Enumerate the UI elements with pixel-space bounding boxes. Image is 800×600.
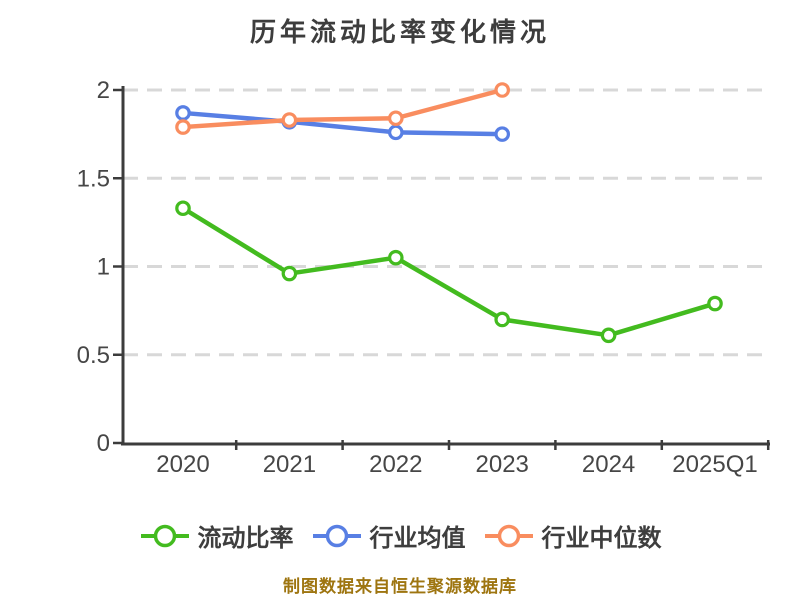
data-source-note: 制图数据来自恒生聚源数据库: [283, 577, 517, 596]
legend-item-industry-mean[interactable]: 行业均值: [311, 518, 466, 553]
line-marker-icon: [312, 524, 361, 547]
svg-text:0: 0: [97, 430, 110, 457]
legend-label: 行业均值: [369, 525, 466, 552]
svg-text:2: 2: [97, 77, 110, 104]
svg-text:2024: 2024: [582, 451, 635, 478]
svg-text:0.5: 0.5: [77, 342, 110, 369]
svg-text:2021: 2021: [263, 451, 316, 478]
svg-text:1.5: 1.5: [77, 165, 110, 192]
svg-text:2020: 2020: [156, 451, 209, 478]
line-marker-icon: [484, 524, 533, 547]
legend-label: 行业中位数: [541, 525, 662, 552]
legend-item-current-ratio[interactable]: 流动比率: [139, 518, 294, 553]
line-marker-icon: [140, 524, 189, 547]
chart-title: 历年流动比率变化情况: [249, 17, 550, 47]
svg-text:2025Q1: 2025Q1: [672, 451, 757, 478]
legend-label: 流动比率: [197, 525, 294, 552]
svg-text:2022: 2022: [369, 451, 422, 478]
legend: 流动比率 行业均值 行业中位数: [0, 518, 800, 553]
svg-text:1: 1: [97, 254, 110, 281]
line-chart-canvas: 0 0.5 1 1.5 2 2020 2021 2022 2023 2024 2025Q1: [77, 77, 770, 478]
legend-item-industry-median[interactable]: 行业中位数: [483, 518, 662, 553]
svg-text:2023: 2023: [476, 451, 529, 478]
